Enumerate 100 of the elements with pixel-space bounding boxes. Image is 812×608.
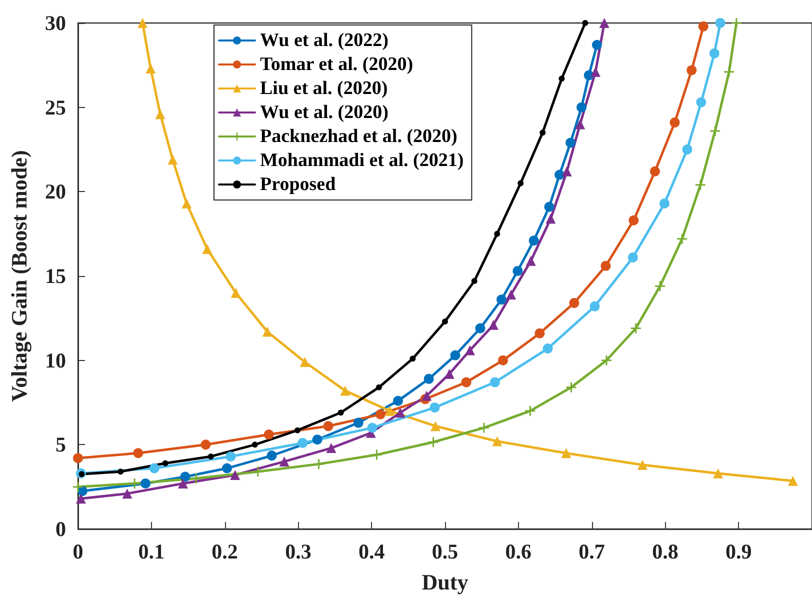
point (338, 410, 344, 416)
point (696, 97, 706, 108)
point (430, 421, 440, 432)
point (464, 345, 475, 356)
point (262, 326, 272, 337)
point (731, 18, 742, 28)
x-tick-label: 0.2 (212, 540, 238, 564)
x-tick-label: 0.5 (432, 540, 458, 564)
x-axis-title: Duty (422, 570, 468, 594)
point (601, 355, 612, 366)
legend-label: Liu et al. (2020) (260, 78, 388, 99)
legend-label: Proposed (260, 174, 336, 195)
point (76, 494, 86, 504)
y-tick-label: 15 (45, 264, 66, 288)
point (264, 430, 274, 440)
point (279, 456, 290, 467)
point (710, 126, 720, 136)
point (512, 266, 523, 276)
point (326, 443, 336, 454)
point (202, 244, 212, 254)
point (133, 448, 144, 458)
point (637, 460, 648, 470)
point (525, 406, 536, 416)
point (628, 252, 638, 262)
point (628, 215, 639, 226)
point (709, 48, 720, 58)
point (600, 260, 611, 271)
point (208, 453, 214, 460)
point (566, 138, 576, 148)
point (713, 468, 724, 478)
point (540, 130, 546, 136)
point (534, 328, 545, 338)
point (353, 418, 364, 428)
point (230, 470, 240, 480)
legend-label: Packnezhad et al. (2020) (260, 126, 458, 147)
x-tick-label: 0.1 (138, 540, 165, 564)
point (222, 463, 232, 474)
point (149, 463, 160, 474)
point (575, 119, 586, 130)
point (561, 448, 572, 458)
point (788, 476, 798, 486)
x-tick-label: 0.4 (358, 540, 386, 564)
point (542, 344, 553, 354)
point (300, 357, 310, 368)
point (558, 76, 565, 82)
point (724, 66, 734, 77)
y-tick-label: 25 (45, 95, 66, 120)
y-axis-title: Voltage Gain (Boost mode) (6, 150, 32, 402)
point (630, 323, 641, 334)
point (554, 170, 565, 180)
point (294, 427, 300, 434)
point (312, 434, 322, 445)
point (592, 40, 602, 50)
point (492, 436, 502, 446)
point (375, 409, 386, 420)
point (496, 294, 507, 305)
point (73, 482, 83, 492)
point (422, 390, 432, 401)
point (528, 236, 539, 246)
point (430, 402, 440, 413)
point (488, 320, 498, 330)
point (340, 386, 350, 396)
point (252, 442, 258, 448)
point (444, 368, 454, 379)
point (122, 488, 132, 499)
point (518, 180, 524, 186)
point (670, 118, 680, 128)
point (506, 290, 516, 300)
point (410, 356, 416, 362)
point (178, 478, 188, 488)
point (655, 281, 666, 292)
point (162, 460, 168, 466)
point (599, 18, 610, 28)
point (590, 301, 600, 312)
point (372, 450, 382, 460)
point (118, 468, 124, 475)
legend-label: Tomar et al. (2020) (260, 54, 414, 75)
point (682, 144, 692, 154)
point (715, 18, 726, 28)
point (590, 66, 600, 77)
point (384, 406, 395, 416)
point (252, 466, 263, 477)
y-tick-label: 0 (56, 517, 66, 541)
point (182, 198, 192, 208)
point (73, 453, 83, 464)
point (695, 180, 706, 190)
x-tick-label: 0.9 (725, 540, 752, 564)
point (168, 154, 178, 165)
point (677, 234, 688, 244)
y-tick-label: 5 (56, 432, 66, 457)
y-tick-label: 10 (45, 348, 66, 372)
y-tick-label: 20 (45, 180, 66, 204)
point (526, 256, 536, 266)
point (576, 102, 587, 112)
x-tick-label: 0.8 (652, 540, 678, 564)
point (569, 298, 580, 308)
point (498, 355, 508, 366)
point (686, 65, 697, 76)
point (230, 288, 241, 298)
point (544, 202, 554, 212)
